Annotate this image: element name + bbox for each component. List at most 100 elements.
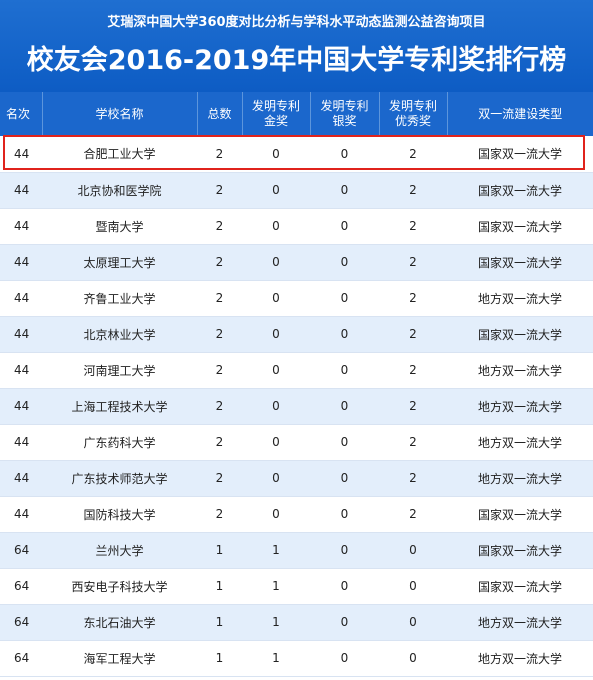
silver-cell: 0 xyxy=(310,316,379,353)
type-cell: 地方双一流大学 xyxy=(447,424,593,461)
table-row: 44 河南理工大学 2 0 0 2 地方双一流大学 xyxy=(0,352,593,389)
school-name-cell: 太原理工大学 xyxy=(42,244,197,281)
school-name-cell: 暨南大学 xyxy=(42,208,197,245)
type-cell: 国家双一流大学 xyxy=(447,172,593,209)
silver-cell: 0 xyxy=(310,244,379,281)
excellence-cell: 2 xyxy=(379,352,447,389)
ranking-title: 校友会2016-2019年中国大学专利奖排行榜 xyxy=(26,45,567,76)
table-row: 44 广东药科大学 2 0 0 2 地方双一流大学 xyxy=(0,424,593,461)
table-row: 44 合肥工业大学 2 0 0 2 国家双一流大学 xyxy=(0,136,593,173)
gold-cell: 0 xyxy=(242,424,310,461)
header-label: 发明专利 xyxy=(320,99,369,113)
silver-cell: 0 xyxy=(310,208,379,245)
excellence-cell: 2 xyxy=(379,424,447,461)
gold-cell: 0 xyxy=(242,352,310,389)
total-cell: 1 xyxy=(197,604,242,641)
table-row: 44 上海工程技术大学 2 0 0 2 地方双一流大学 xyxy=(0,388,593,425)
gold-cell: 1 xyxy=(242,604,310,641)
type-cell: 国家双一流大学 xyxy=(447,244,593,281)
excellence-cell: 2 xyxy=(379,388,447,425)
table-row: 64 东北石油大学 1 1 0 0 地方双一流大学 xyxy=(0,604,593,641)
table-row: 64 兰州大学 1 1 0 0 国家双一流大学 xyxy=(0,532,593,569)
silver-cell: 0 xyxy=(310,568,379,605)
excellence-cell: 0 xyxy=(379,568,447,605)
gold-cell: 0 xyxy=(242,208,310,245)
rank-cell: 44 xyxy=(0,280,42,317)
excellence-cell: 2 xyxy=(379,316,447,353)
rank-cell: 44 xyxy=(0,352,42,389)
header-label: 优秀奖 xyxy=(394,114,431,128)
table-row: 44 北京协和医学院 2 0 0 2 国家双一流大学 xyxy=(0,172,593,209)
excellence-cell: 2 xyxy=(379,136,447,173)
rank-cell: 64 xyxy=(0,604,42,641)
total-cell: 2 xyxy=(197,352,242,389)
gold-cell: 0 xyxy=(242,496,310,533)
table-row: 44 暨南大学 2 0 0 2 国家双一流大学 xyxy=(0,208,593,245)
total-cell: 2 xyxy=(197,244,242,281)
silver-cell: 0 xyxy=(310,388,379,425)
project-subtitle: 艾瑞深中国大学360度对比分析与学科水平动态监测公益咨询项目 xyxy=(107,15,486,30)
rank-cell: 64 xyxy=(0,568,42,605)
total-cell: 2 xyxy=(197,172,242,209)
total-cell: 1 xyxy=(197,640,242,677)
total-cell: 2 xyxy=(197,388,242,425)
gold-cell: 0 xyxy=(242,316,310,353)
header-type: 双一流建设类型 xyxy=(447,92,593,136)
type-cell: 地方双一流大学 xyxy=(447,640,593,677)
gold-cell: 0 xyxy=(242,388,310,425)
excellence-cell: 2 xyxy=(379,172,447,209)
school-name-cell: 广东药科大学 xyxy=(42,424,197,461)
total-cell: 2 xyxy=(197,280,242,317)
school-name-cell: 上海工程技术大学 xyxy=(42,388,197,425)
gold-cell: 1 xyxy=(242,532,310,569)
rank-cell: 44 xyxy=(0,496,42,533)
total-cell: 2 xyxy=(197,424,242,461)
rank-cell: 64 xyxy=(0,532,42,569)
school-name-cell: 北京林业大学 xyxy=(42,316,197,353)
school-name-cell: 河南理工大学 xyxy=(42,352,197,389)
gold-cell: 0 xyxy=(242,460,310,497)
rank-cell: 44 xyxy=(0,424,42,461)
rank-cell: 44 xyxy=(0,172,42,209)
gold-cell: 1 xyxy=(242,568,310,605)
excellence-cell: 2 xyxy=(379,460,447,497)
type-cell: 国家双一流大学 xyxy=(447,496,593,533)
header-label: 金奖 xyxy=(263,114,288,128)
excellence-cell: 0 xyxy=(379,532,447,569)
type-cell: 国家双一流大学 xyxy=(447,532,593,569)
type-cell: 地方双一流大学 xyxy=(447,604,593,641)
table-header: 名次 学校名称 总数 发明专利 金奖 发明专利 银奖 发明专利 优秀奖 双一流建设类型 xyxy=(0,92,593,136)
gold-cell: 0 xyxy=(242,280,310,317)
ranking-table: 名次 学校名称 总数 发明专利 金奖 发明专利 银奖 发明专利 优秀奖 双一流建设类型 44 合肥工… xyxy=(0,92,593,677)
header-excellence: 发明专利 优秀奖 xyxy=(379,92,448,136)
excellence-cell: 0 xyxy=(379,604,447,641)
table-row: 64 西安电子科技大学 1 1 0 0 国家双一流大学 xyxy=(0,568,593,605)
total-cell: 2 xyxy=(197,460,242,497)
gold-cell: 0 xyxy=(242,244,310,281)
excellence-cell: 2 xyxy=(379,244,447,281)
header-rank: 名次 xyxy=(0,92,43,136)
silver-cell: 0 xyxy=(310,352,379,389)
table-row: 44 广东技术师范大学 2 0 0 2 地方双一流大学 xyxy=(0,460,593,497)
school-name-cell: 东北石油大学 xyxy=(42,604,197,641)
silver-cell: 0 xyxy=(310,604,379,641)
type-cell: 地方双一流大学 xyxy=(447,352,593,389)
silver-cell: 0 xyxy=(310,280,379,317)
type-cell: 国家双一流大学 xyxy=(447,208,593,245)
type-cell: 地方双一流大学 xyxy=(447,280,593,317)
total-cell: 2 xyxy=(197,136,242,173)
total-cell: 1 xyxy=(197,532,242,569)
excellence-cell: 2 xyxy=(379,280,447,317)
excellence-cell: 2 xyxy=(379,208,447,245)
gold-cell: 0 xyxy=(242,172,310,209)
school-name-cell: 广东技术师范大学 xyxy=(42,460,197,497)
total-cell: 2 xyxy=(197,316,242,353)
table-row: 44 齐鲁工业大学 2 0 0 2 地方双一流大学 xyxy=(0,280,593,317)
silver-cell: 0 xyxy=(310,460,379,497)
excellence-cell: 2 xyxy=(379,496,447,533)
type-cell: 国家双一流大学 xyxy=(447,316,593,353)
type-cell: 地方双一流大学 xyxy=(447,388,593,425)
silver-cell: 0 xyxy=(310,532,379,569)
header-school-name: 学校名称 xyxy=(42,92,198,136)
